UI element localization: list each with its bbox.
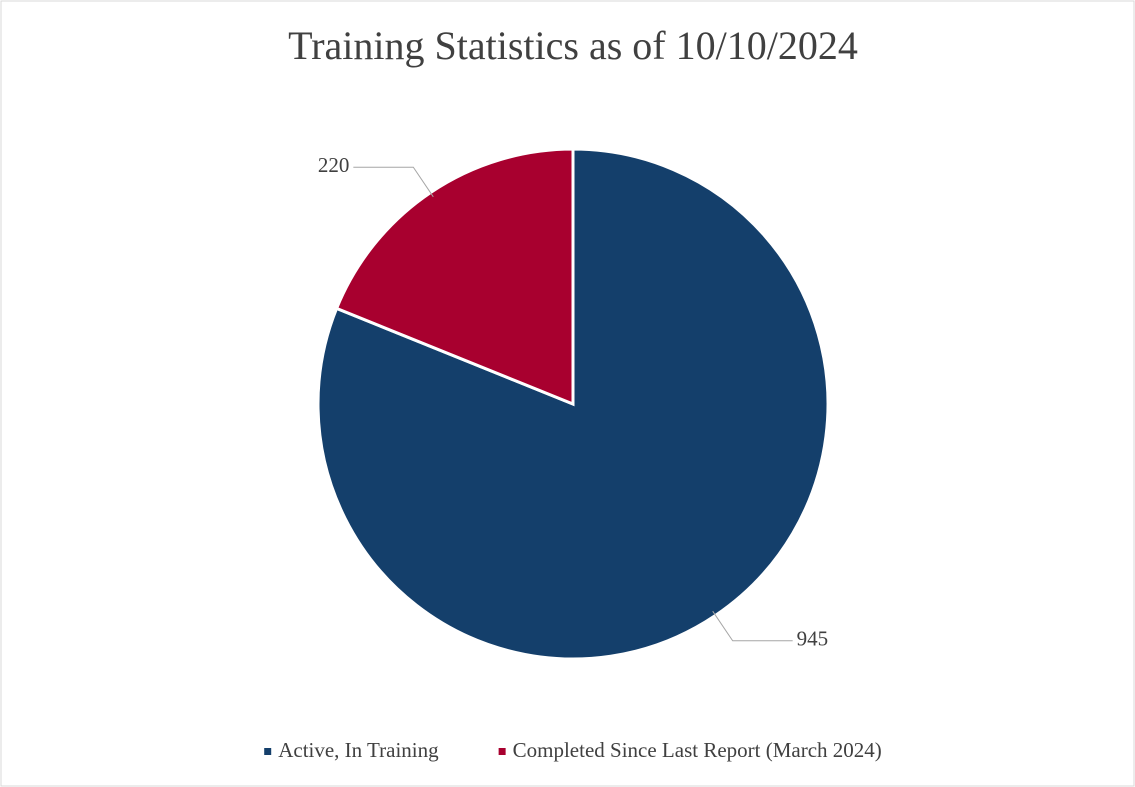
chart-title: Training Statistics as of 10/10/2024 [288, 23, 858, 68]
legend: Active, In Training Completed Since Last … [264, 738, 882, 762]
legend-label: Active, In Training [278, 738, 439, 762]
legend-marker [264, 748, 272, 755]
leader-line [712, 610, 793, 642]
leader-line [353, 166, 434, 198]
legend-marker [498, 748, 506, 755]
legend-label: Completed Since Last Report (March 2024) [513, 738, 882, 762]
data-label: 945 [797, 627, 829, 651]
data-label: 220 [318, 153, 350, 177]
